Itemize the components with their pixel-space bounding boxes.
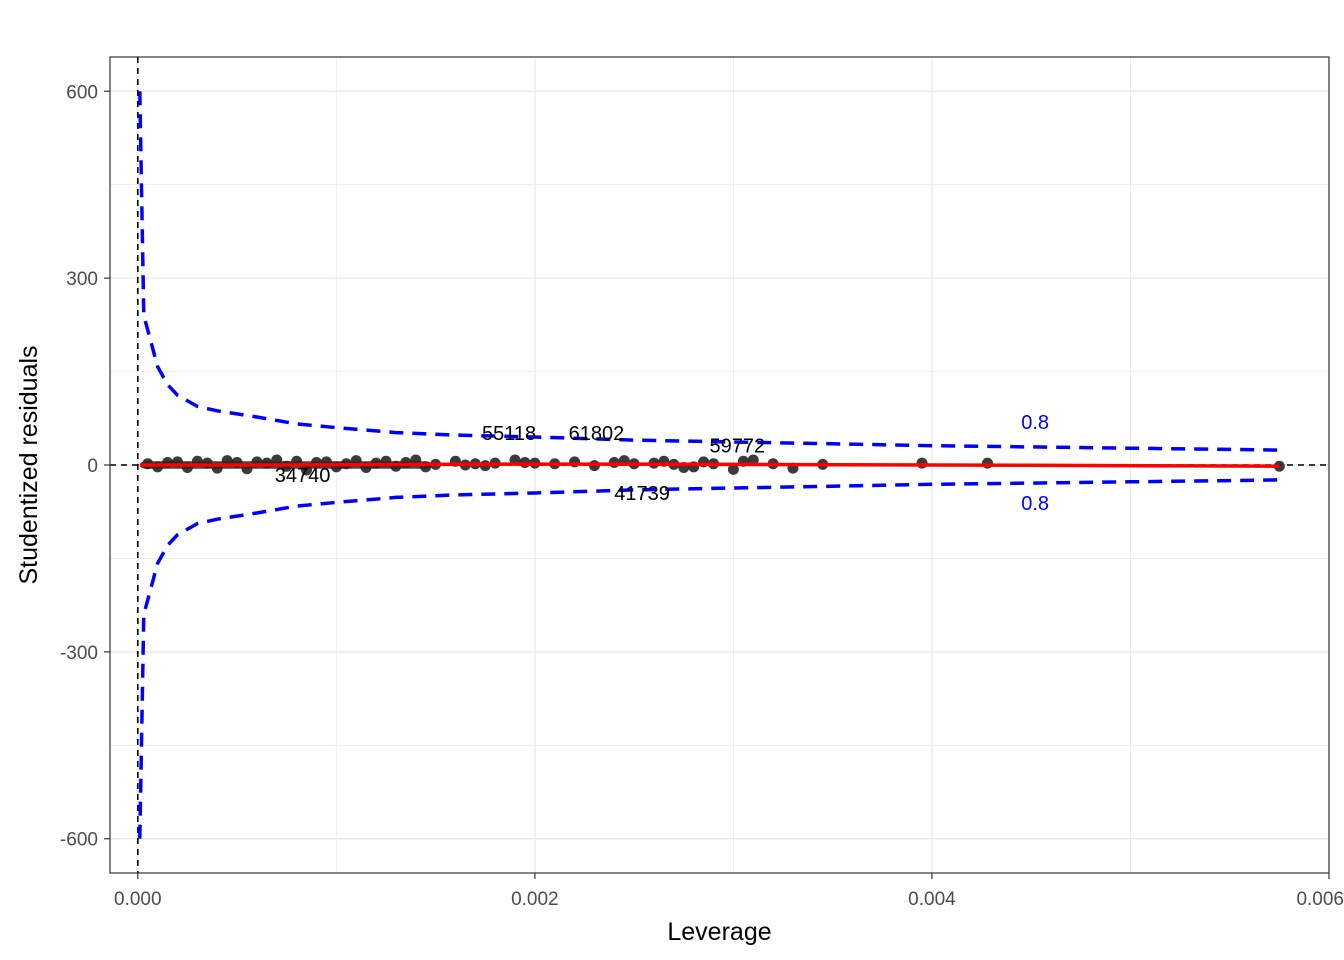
data-point <box>400 457 412 469</box>
data-point <box>152 461 164 473</box>
x-tick-label: 0.004 <box>908 889 956 910</box>
data-point <box>982 457 994 469</box>
data-point <box>301 464 313 476</box>
y-tick-label: -600 <box>60 830 98 851</box>
x-tick-label: 0.006 <box>1296 889 1344 910</box>
y-tick-label: 0 <box>87 456 98 477</box>
x-tick-label: 0.002 <box>511 889 559 910</box>
y-tick-label: 300 <box>66 269 98 290</box>
data-point <box>916 457 928 469</box>
point-label: 59772 <box>710 436 766 458</box>
data-point <box>261 457 273 469</box>
cook-distance-contours: 0.8 0.8 <box>138 91 1280 839</box>
x-axis-title: Leverage <box>667 918 771 946</box>
y-tick-label: -300 <box>60 643 98 664</box>
cook-contour-lower <box>138 478 1280 839</box>
point-label: 41739 <box>614 483 670 505</box>
y-axis-title: Studentized residuals <box>15 345 43 584</box>
smooth-line <box>139 462 1280 468</box>
data-point <box>201 457 213 469</box>
data-point <box>727 463 739 475</box>
x-tick-label: 0.000 <box>114 889 162 910</box>
point-labels: 34740 55118 61802 59772 41739 <box>275 423 765 505</box>
point-label: 55118 <box>482 423 536 445</box>
data-point <box>271 454 283 466</box>
smooth-curve <box>139 462 1280 468</box>
cook-contour-upper <box>138 91 1280 452</box>
cook-contour-label: 0.8 <box>1021 412 1049 434</box>
point-label: 61802 <box>569 423 625 445</box>
y-tick-label: 600 <box>66 82 98 103</box>
axes: 0.000 0.002 0.004 0.006 600 300 0 -300 -600 <box>60 82 1344 910</box>
cook-contour-label: 0.8 <box>1021 493 1049 515</box>
point-label: 34740 <box>275 465 331 487</box>
